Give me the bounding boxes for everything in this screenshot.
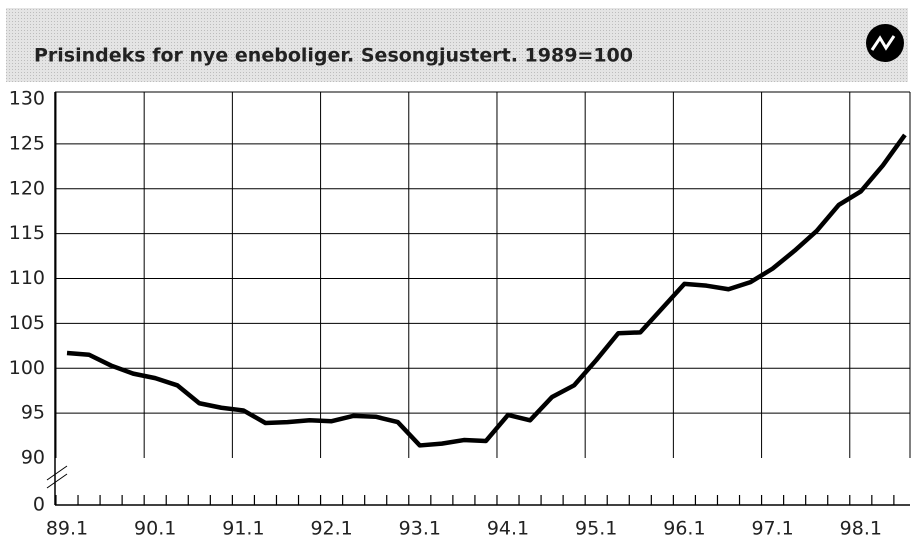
x-tick-label: 98.1	[840, 518, 882, 540]
y-tick-label: 120	[9, 177, 45, 199]
x-tick-label: 97.1	[751, 518, 793, 540]
y-tick-label: 0	[33, 494, 45, 516]
y-tick-label: 100	[9, 357, 45, 379]
x-tick-label: 95.1	[575, 518, 617, 540]
axis-break	[46, 465, 68, 481]
x-tick-label: 94.1	[487, 518, 529, 540]
chart-title: Prisindeks for nye eneboliger. Sesongjus…	[34, 45, 633, 67]
y-tick-label: 125	[9, 132, 45, 154]
y-tick-label: 115	[9, 222, 45, 244]
y-tick-label: 95	[21, 402, 45, 424]
x-tick-label: 92.1	[310, 518, 352, 540]
logo	[866, 24, 904, 62]
y-tick-label: 105	[9, 312, 45, 334]
x-tick-label: 96.1	[663, 518, 705, 540]
y-tick-label: 90	[21, 447, 45, 469]
y-tick-label: 130	[9, 88, 45, 110]
x-tick-label: 93.1	[399, 518, 441, 540]
axis-break	[46, 473, 68, 489]
x-tick-label: 91.1	[222, 518, 264, 540]
y-tick-label: 110	[9, 267, 45, 289]
x-tick-label: 90.1	[134, 518, 176, 540]
data-line	[66, 133, 907, 448]
header-band	[6, 8, 908, 82]
x-tick-label: 89.1	[46, 518, 88, 540]
